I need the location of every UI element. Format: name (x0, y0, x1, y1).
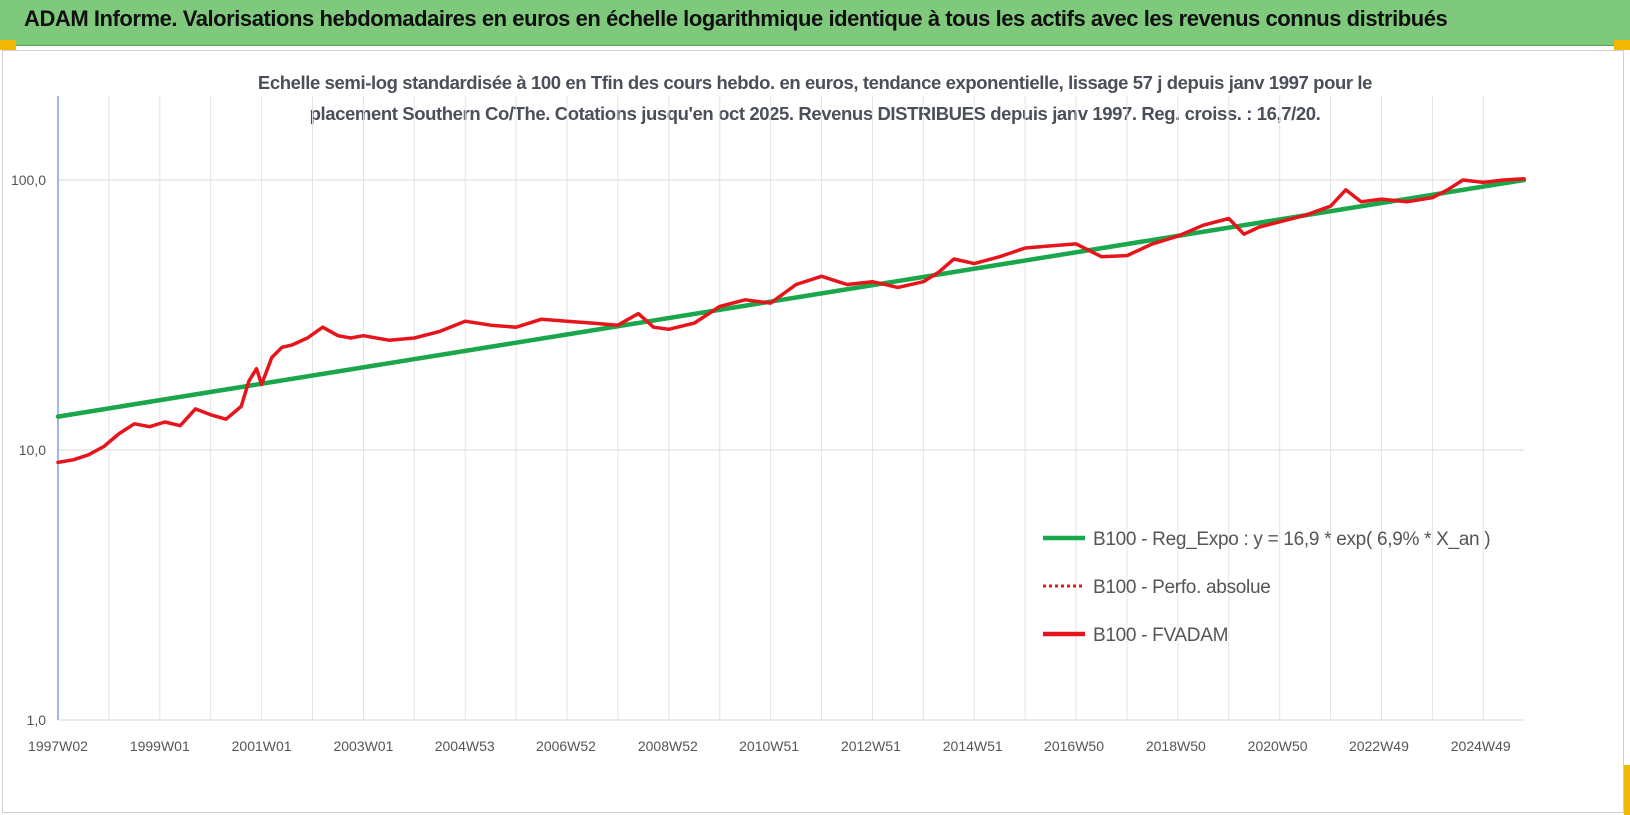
x-tick-label: 2012W51 (841, 738, 901, 754)
x-tick-label: 2003W01 (333, 738, 393, 754)
x-tick-label: 2010W51 (739, 738, 799, 754)
x-tick-label: 2008W52 (638, 738, 698, 754)
y-tick-label: 10,0 (19, 442, 46, 458)
x-tick-label: 2004W53 (435, 738, 495, 754)
x-tick-label: 1997W02 (28, 738, 88, 754)
corner-marker (0, 40, 16, 50)
x-tick-label: 2006W52 (536, 738, 596, 754)
gridlines (58, 96, 1524, 721)
legend-label: B100 - FVADAM (1093, 625, 1228, 646)
x-tick-label: 2014W51 (943, 738, 1003, 754)
y-tick-label: 1,0 (27, 712, 47, 728)
title-banner: ADAM Informe. Valorisations hebdomadaire… (0, 0, 1630, 46)
x-tick-label: 2001W01 (232, 738, 292, 754)
corner-marker (1614, 40, 1630, 50)
page-title: ADAM Informe. Valorisations hebdomadaire… (24, 6, 1448, 31)
corner-marker (1624, 765, 1630, 815)
series-line-0 (55, 177, 1527, 419)
axes: 1,0 10,0 100,0 1997W02 1999W01 2001W01 2003W01… (11, 96, 1511, 754)
x-tick-label: 2024W49 (1451, 738, 1511, 754)
legend-label: B100 - Reg_Expo : y = 16,9 * exp( 6,9% *… (1093, 529, 1490, 550)
chart-area (2, 50, 1624, 813)
x-tick-label: 2016W50 (1044, 738, 1104, 754)
y-tick-label: 100,0 (11, 172, 46, 188)
series-lines (55, 177, 1527, 465)
legend-label: B100 - Perfo. absolue (1093, 577, 1271, 598)
x-tick-label: 2020W50 (1248, 738, 1308, 754)
series-line-2 (56, 177, 1526, 465)
chart-subtitle-line2: placement Southern Co/The. Cotations jus… (309, 103, 1321, 124)
x-tick-label: 1999W01 (130, 738, 190, 754)
legend: B100 - Reg_Expo : y = 16,9 * exp( 6,9% *… (1043, 529, 1491, 646)
x-tick-label: 2022W49 (1349, 738, 1409, 754)
chart-subtitle-line1: Echelle semi-log standardisée à 100 en T… (257, 72, 1373, 93)
x-tick-label: 2018W50 (1146, 738, 1206, 754)
